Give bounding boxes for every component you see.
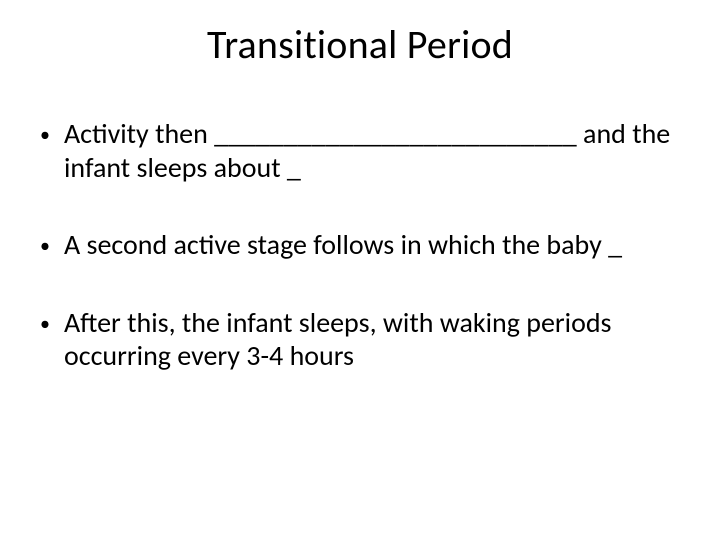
bullet-item: • Activity then ________________________… bbox=[40, 117, 680, 184]
bullet-text: A second active stage follows in which t… bbox=[64, 228, 680, 262]
slide-title: Transitional Period bbox=[0, 20, 720, 69]
bullet-marker-icon: • bbox=[40, 312, 50, 336]
bullet-text: Activity then __________________________… bbox=[64, 117, 680, 184]
bullet-marker-icon: • bbox=[40, 234, 50, 258]
bullet-marker-icon: • bbox=[40, 123, 50, 147]
slide-body: • Activity then ________________________… bbox=[0, 117, 720, 373]
bullet-item: • A second active stage follows in which… bbox=[40, 228, 680, 262]
bullet-text: After this, the infant sleeps, with waki… bbox=[64, 306, 680, 373]
bullet-item: • After this, the infant sleeps, with wa… bbox=[40, 306, 680, 373]
